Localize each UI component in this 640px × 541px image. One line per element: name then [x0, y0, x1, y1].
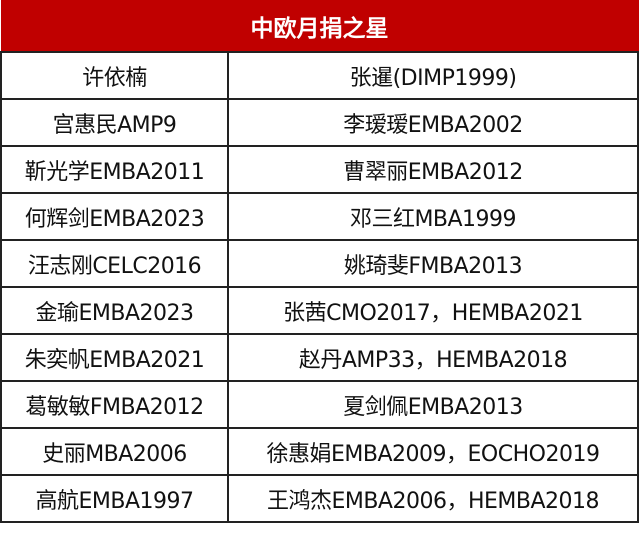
donor-name-right: 李瑷瑷EMBA2002 [227, 98, 639, 147]
table-row: 葛敏敏FMBA2012 夏剑佩EMBA2013 [0, 380, 639, 429]
table-row: 宫惠民AMP9 李瑷瑷EMBA2002 [0, 98, 639, 147]
donor-name-right: 张茜CMO2017，HEMBA2021 [227, 286, 639, 335]
donor-name-left: 许依楠 [0, 51, 229, 100]
donor-table: 中欧月捐之星 许依楠 张暹(DIMP1999) 宫惠民AMP9 李瑷瑷EMBA2002… [0, 0, 639, 523]
donor-name-left: 葛敏敏FMBA2012 [0, 380, 229, 429]
donor-name-right: 邓三红MBA1999 [227, 192, 639, 241]
table-row: 朱奕帆EMBA2021 赵丹AMP33，HEMBA2018 [0, 333, 639, 382]
table-title: 中欧月捐之星 [0, 0, 639, 53]
donor-name-right: 赵丹AMP33，HEMBA2018 [227, 333, 639, 382]
donor-name-left: 朱奕帆EMBA2021 [0, 333, 229, 382]
donor-name-right: 夏剑佩EMBA2013 [227, 380, 639, 429]
donor-name-right: 王鸿杰EMBA2006，HEMBA2018 [227, 474, 639, 523]
donor-name-left: 史丽MBA2006 [0, 427, 229, 476]
donor-name-left: 何辉剑EMBA2023 [0, 192, 229, 241]
table-row: 金瑜EMBA2023 张茜CMO2017，HEMBA2021 [0, 286, 639, 335]
donor-name-left: 靳光学EMBA2011 [0, 145, 229, 194]
table-row: 史丽MBA2006 徐惠娟EMBA2009，EOCHO2019 [0, 427, 639, 476]
donor-name-left: 金瑜EMBA2023 [0, 286, 229, 335]
table-row: 高航EMBA1997 王鸿杰EMBA2006，HEMBA2018 [0, 474, 639, 523]
donor-name-left: 汪志刚CELC2016 [0, 239, 229, 288]
table-header-row: 中欧月捐之星 [0, 0, 639, 53]
table-row: 汪志刚CELC2016 姚琦斐FMBA2013 [0, 239, 639, 288]
donor-name-right: 张暹(DIMP1999) [227, 51, 639, 100]
table-row: 何辉剑EMBA2023 邓三红MBA1999 [0, 192, 639, 241]
donor-name-right: 曹翠丽EMBA2012 [227, 145, 639, 194]
donor-name-left: 宫惠民AMP9 [0, 98, 229, 147]
table-row: 靳光学EMBA2011 曹翠丽EMBA2012 [0, 145, 639, 194]
donor-name-right: 姚琦斐FMBA2013 [227, 239, 639, 288]
table-row: 许依楠 张暹(DIMP1999) [0, 51, 639, 100]
donor-name-right: 徐惠娟EMBA2009，EOCHO2019 [227, 427, 639, 476]
donor-name-left: 高航EMBA1997 [0, 474, 229, 523]
